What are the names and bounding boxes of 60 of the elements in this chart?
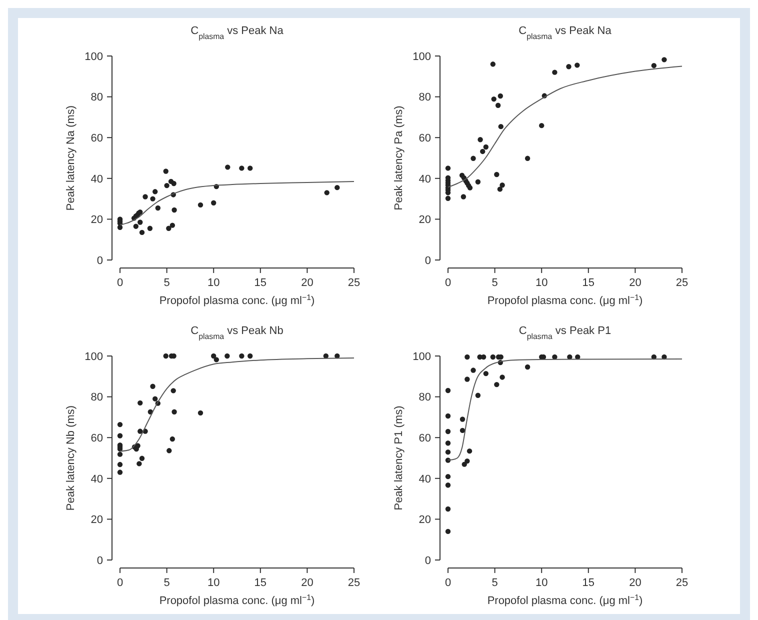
x-tick-label: 20 [301,277,314,289]
y-tick-label: 0 [96,254,103,267]
y-axis-title: Peak latency P1 (ms) [393,406,405,510]
y-tick-label: 100 [84,350,103,363]
y-tick-label: 60 [90,432,103,444]
x-tick-label: 0 [444,277,452,289]
x-tick-label: 25 [676,277,688,289]
x-tick-label: 15 [254,277,267,289]
x-tick-label: 5 [164,577,170,589]
y-tick-label: 100 [412,350,431,363]
chart-title: C$_{plasma}$ vs Peak Nb [190,325,284,340]
x-tick-label: 10 [207,277,220,289]
x-tick-label: 20 [301,577,314,589]
x-tick-label: 0 [444,577,452,589]
y-axis-title: Peak latency Nb (ms) [65,405,77,511]
chart-title: C$_{plasma}$ vs Peak Na [190,25,284,40]
y-tick-label: 80 [90,392,103,404]
chart-title: C$_{plasma}$ vs Peak P1 [518,325,612,340]
y-axis-title: Peak latency Na (ms) [65,105,77,211]
y-tick-label: 0 [424,254,431,267]
x-tick-label: 20 [629,277,642,289]
x-tick-label: 5 [492,277,498,289]
x-axis-title: Propofol plasma conc. (μg ml$^{−1}$) [159,292,315,307]
x-tick-label: 25 [348,277,360,289]
x-tick-label: 15 [582,277,595,289]
y-tick-label: 20 [418,214,431,226]
x-tick-label: 0 [116,277,124,289]
y-tick-label: 20 [418,514,431,526]
y-tick-label: 80 [418,92,431,104]
x-tick-label: 15 [254,577,267,589]
y-axis-title: Peak latency Pa (ms) [393,106,405,210]
x-tick-label: 10 [207,577,220,589]
x-tick-label: 25 [676,577,688,589]
x-tick-label: 15 [582,577,595,589]
x-tick-label: 5 [164,277,170,289]
y-tick-label: 100 [84,50,103,63]
x-tick-label: 20 [629,577,642,589]
y-tick-label: 20 [90,214,103,226]
x-tick-label: 10 [535,577,548,589]
x-axis-title: Propofol plasma conc. (μg ml$^{−1}$) [159,592,315,607]
y-tick-label: 60 [418,432,431,444]
y-tick-label: 80 [90,92,103,104]
y-tick-label: 20 [90,514,103,526]
y-tick-label: 0 [96,554,103,567]
x-tick-label: 5 [492,577,498,589]
y-tick-label: 100 [412,50,431,63]
x-axis-title: Propofol plasma conc. (μg ml$^{−1}$) [487,292,643,307]
y-tick-label: 40 [418,473,431,486]
y-tick-label: 40 [90,173,103,186]
x-tick-label: 25 [348,577,360,589]
y-tick-label: 40 [418,173,431,186]
x-tick-label: 0 [116,577,124,589]
y-tick-label: 40 [90,473,103,486]
y-tick-label: 60 [418,132,431,144]
y-tick-label: 0 [424,554,431,567]
x-axis-title: Propofol plasma conc. (μg ml$^{−1}$) [487,592,643,607]
chart-title: C$_{plasma}$ vs Peak Na [518,25,612,40]
y-tick-label: 80 [418,392,431,404]
x-tick-label: 10 [535,277,548,289]
y-tick-label: 60 [90,132,103,144]
